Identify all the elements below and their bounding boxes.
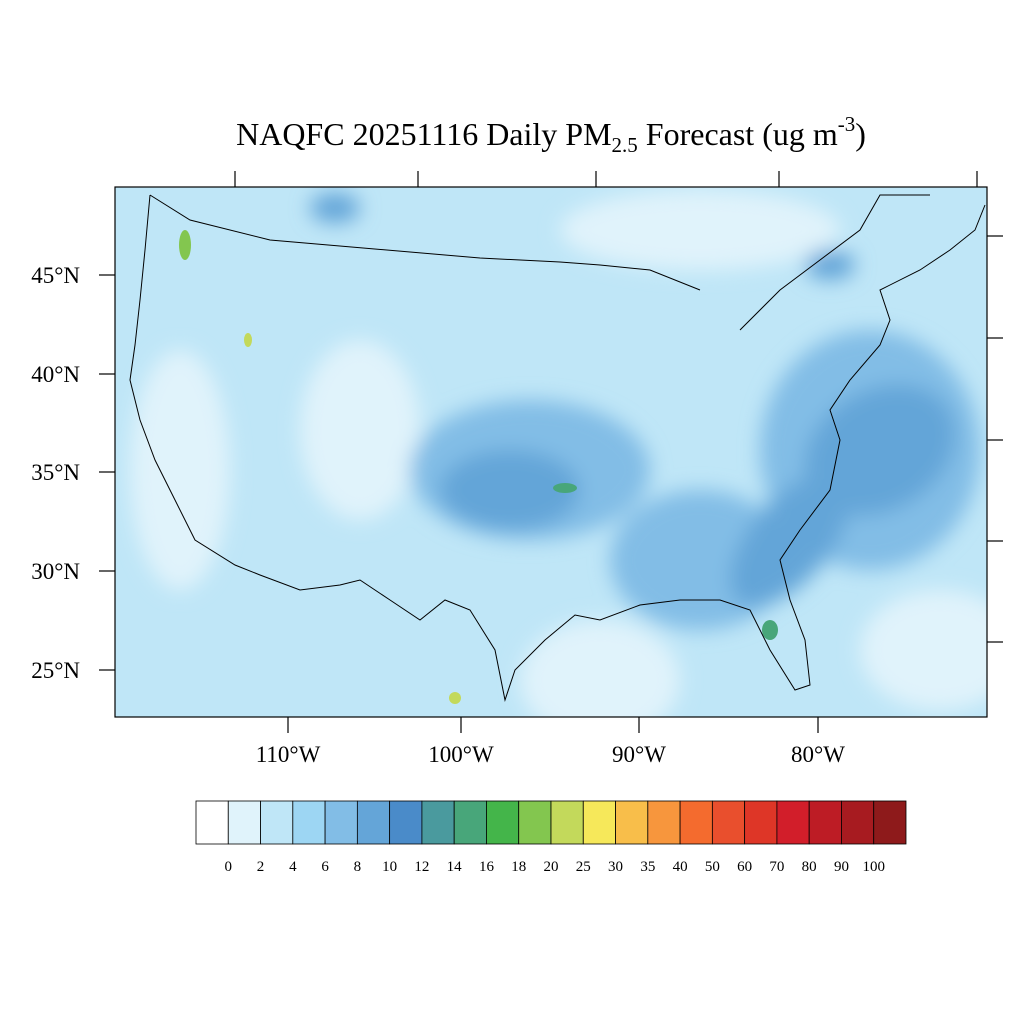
lat-label: 25°N bbox=[31, 658, 80, 683]
colorbar-label: 4 bbox=[289, 859, 297, 875]
colorbar-box bbox=[647, 800, 681, 845]
colorbar-label: 35 bbox=[640, 859, 655, 875]
lon-label: 80°W bbox=[791, 742, 845, 767]
colorbar-label: 10 bbox=[382, 859, 397, 875]
colorbar-label: 12 bbox=[414, 859, 429, 875]
colorbar-label: 30 bbox=[608, 859, 623, 875]
colorbar-label: 25 bbox=[576, 859, 591, 875]
lat-label: 35°N bbox=[31, 460, 80, 485]
lon-label: 110°W bbox=[256, 742, 321, 767]
colorbar-box bbox=[873, 800, 907, 845]
lon-label: 90°W bbox=[612, 742, 666, 767]
lat-label: 40°N bbox=[31, 362, 80, 387]
colorbar-label: 100 bbox=[862, 859, 885, 875]
title-subscript: 2.5 bbox=[612, 133, 638, 157]
colorbar-box bbox=[389, 800, 423, 845]
colorbar-box bbox=[324, 800, 358, 845]
colorbar-box bbox=[679, 800, 713, 845]
colorbar-label: 18 bbox=[511, 859, 526, 875]
colorbar-box bbox=[744, 800, 778, 845]
lat-label: 45°N bbox=[31, 263, 80, 288]
colorbar-box bbox=[711, 800, 746, 845]
title-text: ) bbox=[855, 116, 866, 152]
colorbar-box bbox=[453, 800, 487, 845]
colorbar-box bbox=[582, 800, 616, 845]
colorbar-box bbox=[195, 800, 229, 845]
axis-labels: 45°N 40°N 35°N 30°N 25°N 110°W 100°W 90°W 80°W bbox=[31, 263, 845, 767]
colorbar-box bbox=[615, 800, 649, 845]
colorbar-box bbox=[260, 800, 294, 845]
colorbar-label: 6 bbox=[321, 859, 329, 875]
colorbar-box bbox=[776, 800, 810, 845]
colorbar-box bbox=[227, 800, 261, 845]
frame-ticks bbox=[234, 171, 1003, 643]
title-superscript: -3 bbox=[838, 112, 856, 136]
colorbar-label: 40 bbox=[673, 859, 688, 875]
colorbar-label: 14 bbox=[447, 859, 463, 875]
coastline bbox=[129, 194, 986, 702]
title-text: NAQFC 20251116 Daily PM bbox=[236, 116, 611, 152]
colorbar-label: 8 bbox=[354, 859, 362, 875]
colorbar-label: 0 bbox=[225, 859, 233, 875]
title: NAQFC 20251116 Daily PM2.5 Forecast (ug … bbox=[236, 112, 866, 157]
colorbar-label: 80 bbox=[802, 859, 817, 875]
colorbar-box bbox=[841, 800, 875, 845]
colorbar-label: 50 bbox=[705, 859, 720, 875]
colorbar-box bbox=[550, 800, 584, 845]
colorbar-box bbox=[518, 800, 552, 845]
colorbar-label: 70 bbox=[769, 859, 784, 875]
colorbar-box bbox=[356, 800, 391, 845]
colorbar: 0 2 4 6 8 10 12 14 16 18 20 25 30 35 40 50 60 70 80 90 100 bbox=[195, 800, 907, 875]
colorbar-box bbox=[421, 800, 455, 845]
map-frame bbox=[114, 186, 988, 718]
pm25-field bbox=[115, 187, 987, 717]
colorbar-label: 20 bbox=[544, 859, 559, 875]
colorbar-label: 16 bbox=[479, 859, 495, 875]
lat-label: 30°N bbox=[31, 559, 80, 584]
colorbar-box bbox=[292, 800, 326, 845]
colorbar-label: 60 bbox=[737, 859, 752, 875]
colorbar-label: 2 bbox=[257, 859, 265, 875]
title-text: Forecast (ug m bbox=[638, 116, 838, 152]
colorbar-box bbox=[808, 800, 842, 845]
lon-label: 100°W bbox=[428, 742, 494, 767]
colorbar-label: 90 bbox=[834, 859, 849, 875]
colorbar-box bbox=[486, 800, 520, 845]
